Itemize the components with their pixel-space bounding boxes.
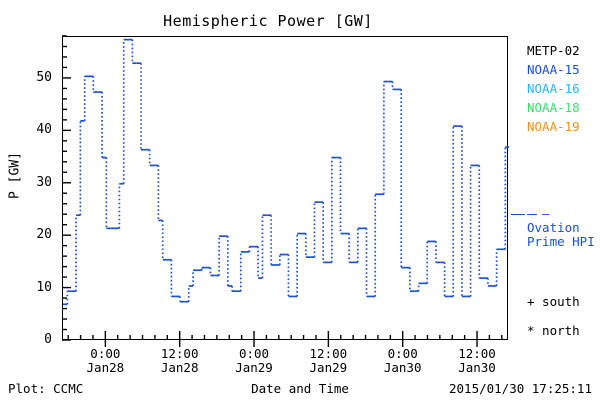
plot-area xyxy=(62,36,509,340)
footer-timestamp: 2015/01/30 17:25:11 xyxy=(449,381,592,396)
ovation-dash-icon xyxy=(511,214,525,215)
legend-item-noaa-16[interactable]: NOAA-16 xyxy=(527,81,580,96)
x-tick-label-1: 12:00 Jan28 xyxy=(160,346,199,375)
x-tick-label-5: 12:00 Jan30 xyxy=(458,346,496,375)
legend-item-noaa-19[interactable]: NOAA-19 xyxy=(527,119,580,134)
y-tick-label-30: 30 xyxy=(36,174,52,190)
marker-legend-south: + south xyxy=(527,294,580,309)
footer-x-axis-title: Date and Time xyxy=(251,381,349,396)
x-tick-label-0: 0:00 Jan28 xyxy=(86,346,125,375)
legend-item-noaa-15[interactable]: NOAA-15 xyxy=(527,62,580,77)
y-tick-label-0: 0 xyxy=(44,332,52,347)
marker-legend-north: * north xyxy=(527,323,580,338)
series-NOAA-15 xyxy=(63,38,509,306)
footer-plot-source: Plot: CCMC xyxy=(8,381,84,396)
x-tick-label-2: 0:00 Jan29 xyxy=(235,346,273,375)
legend-item-noaa-18[interactable]: NOAA-18 xyxy=(527,100,580,115)
ovation-dash-icon-2 xyxy=(529,214,537,215)
series-step-line xyxy=(63,38,509,306)
chart-title: Hemispheric Power [GW] xyxy=(163,12,373,30)
y-tick-label-40: 40 xyxy=(36,122,52,138)
ovation-prime-hpi-label: – – Ovation Prime HPI xyxy=(527,206,595,249)
legend-item-metp-02[interactable]: METP-02 xyxy=(527,43,580,58)
y-tick-label-50: 50 xyxy=(36,69,52,85)
x-tick-label-4: 0:00 Jan30 xyxy=(383,346,422,375)
x-tick-label-3: 12:00 Jan29 xyxy=(309,346,348,375)
y-tick-label-10: 10 xyxy=(36,279,52,295)
y-tick-label-20: 20 xyxy=(36,227,52,243)
